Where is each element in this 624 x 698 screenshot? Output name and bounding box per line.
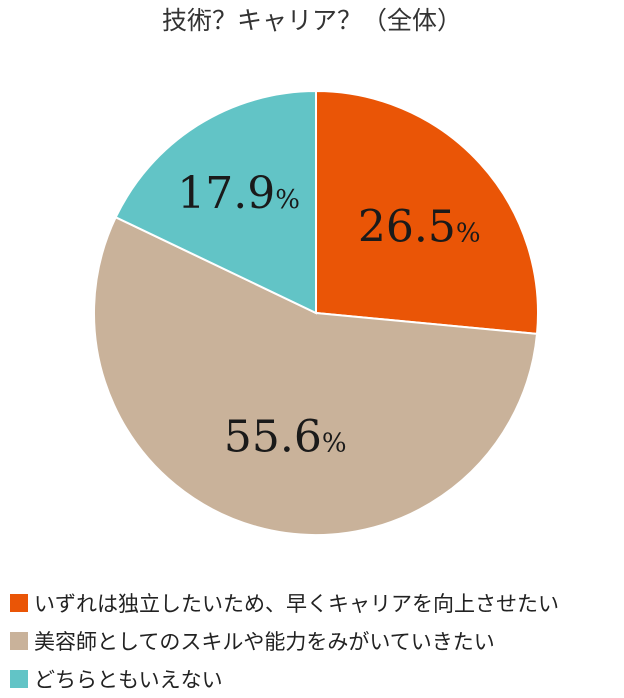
pie-chart: 26.5%55.6%17.9% (92, 89, 539, 536)
legend: いずれは独立したいため、早くキャリアを向上させたい 美容師としてのスキルや能力を… (10, 584, 620, 698)
slice-value-number: 17.9 (177, 168, 275, 219)
pie-labels: 26.5%55.6%17.9% (177, 168, 480, 463)
legend-label: いずれは独立したいため、早くキャリアを向上させたい (34, 592, 559, 616)
legend-item: どちらともいえない (10, 660, 620, 698)
pie-slice (315, 89, 539, 335)
pie-slice (92, 215, 539, 536)
slice-value-number: 26.5 (358, 202, 456, 253)
legend-label: どちらともいえない (34, 668, 223, 692)
pie-slice (114, 89, 317, 315)
slice-value-unit: % (456, 219, 481, 249)
legend-label: 美容師としてのスキルや能力をみがいていきたい (34, 630, 495, 654)
slice-value-label: 55.6% (224, 412, 347, 463)
pie-slices (92, 89, 539, 536)
slice-value-label: 17.9% (177, 168, 300, 219)
legend-swatch (10, 594, 28, 612)
slice-value-label: 26.5% (358, 202, 481, 253)
slice-value-unit: % (275, 185, 300, 215)
legend-item: 美容師としてのスキルや能力をみがいていきたい (10, 622, 620, 660)
legend-swatch (10, 632, 28, 650)
slice-value-number: 55.6 (224, 412, 322, 463)
chart-title: 技術？キャリア？（全体） (161, 6, 462, 35)
slice-value-unit: % (322, 429, 347, 459)
legend-item: いずれは独立したいため、早くキャリアを向上させたい (10, 584, 620, 622)
legend-swatch (10, 670, 28, 688)
